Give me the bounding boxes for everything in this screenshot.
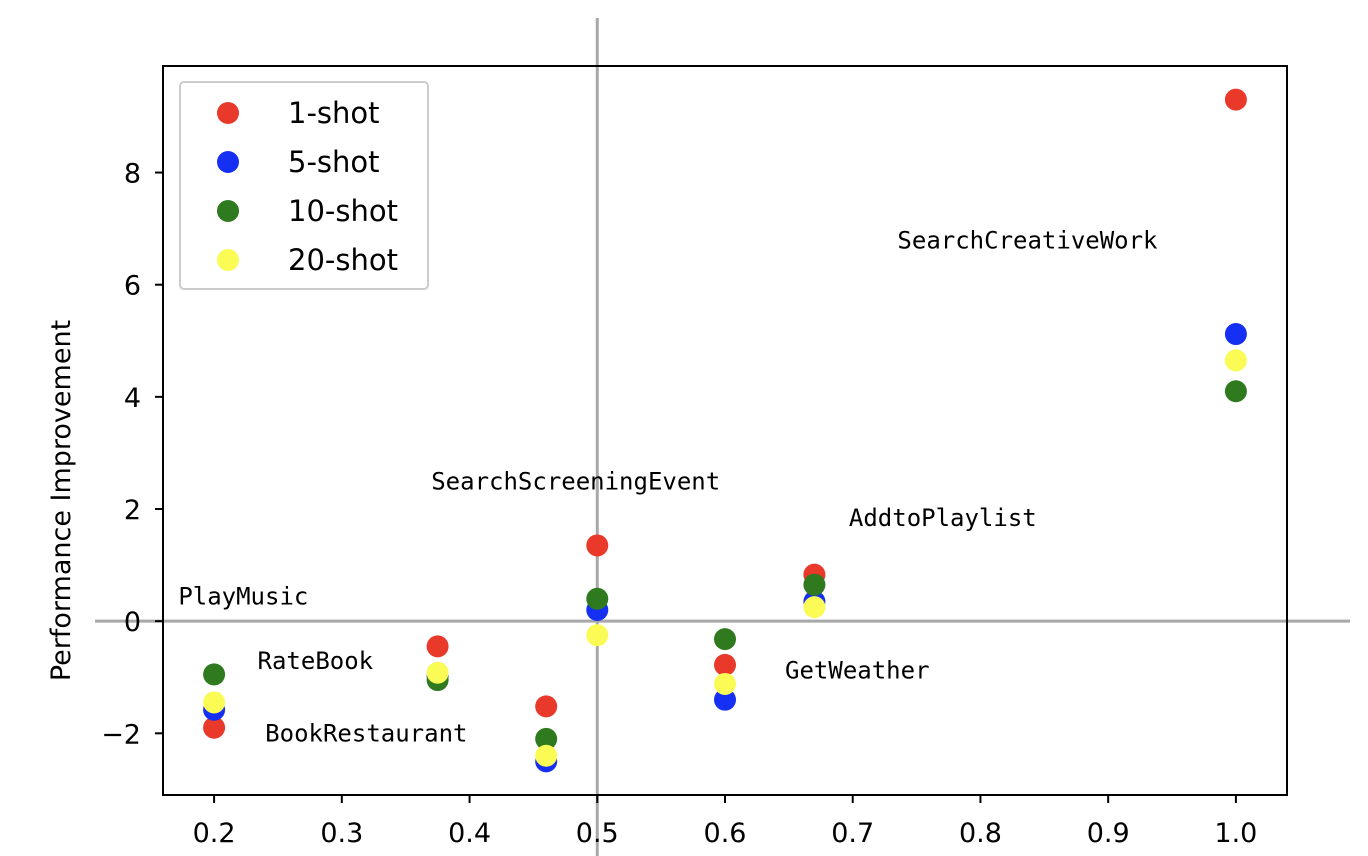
scatter-point xyxy=(803,596,826,619)
x-tick-label: 1.0 xyxy=(1214,818,1257,849)
scatter-point xyxy=(535,695,558,718)
x-tick-label: 0.2 xyxy=(193,818,236,849)
x-tick-label: 0.9 xyxy=(1087,818,1130,849)
point-annotation: BookRestaurant xyxy=(265,720,467,748)
scatter-point xyxy=(1224,88,1247,111)
scatter-point xyxy=(535,727,558,750)
x-tick-label: 0.4 xyxy=(448,818,491,849)
scatter-point xyxy=(714,688,736,711)
legend-marker xyxy=(217,249,239,271)
scatter-point xyxy=(714,653,736,676)
scatter-point xyxy=(714,628,736,651)
scatter-point xyxy=(1224,323,1247,346)
legend: 1-shot 5-shot 10-shot 20-shot xyxy=(179,81,429,290)
scatter-point xyxy=(535,744,558,767)
legend-marker xyxy=(217,200,239,222)
point-annotation: RateBook xyxy=(258,647,374,675)
scatter-point xyxy=(1224,349,1247,372)
y-tick-label: 2 xyxy=(124,495,141,526)
legend-marker xyxy=(217,102,239,124)
y-tick-label: 4 xyxy=(124,383,141,414)
y-tick-label: −2 xyxy=(101,719,141,750)
scatter-point xyxy=(1224,380,1247,403)
annotations: SearchCreativeWork SearchScreeningEvent Ad… xyxy=(178,226,1158,747)
x-tick-label: 0.7 xyxy=(831,818,874,849)
reference-lines xyxy=(95,18,1350,856)
scatter-point xyxy=(426,635,449,658)
legend-label: 20-shot xyxy=(288,243,398,277)
y-axis-label: Performance Improvement xyxy=(46,320,77,681)
x-tick-label: 0.6 xyxy=(704,818,747,849)
scatter-point xyxy=(203,663,226,686)
point-annotation: PlayMusic xyxy=(178,582,308,610)
scatter-point xyxy=(586,624,609,647)
x-tick-label: 0.8 xyxy=(959,818,1002,849)
legend-marker xyxy=(217,151,239,173)
point-annotation: SearchCreativeWork xyxy=(897,226,1158,254)
scatter-point xyxy=(203,716,226,739)
scatter-point xyxy=(586,587,609,610)
x-tick-label: 0.5 xyxy=(576,818,619,849)
scatter-point xyxy=(586,534,609,557)
data-points xyxy=(203,88,1247,773)
scatter-point xyxy=(803,573,826,596)
point-annotation: SearchScreeningEvent xyxy=(431,467,720,495)
point-annotation: GetWeather xyxy=(785,656,930,684)
legend-label: 1-shot xyxy=(288,96,380,130)
scatter-point xyxy=(714,672,736,695)
legend-label: 10-shot xyxy=(288,194,398,228)
y-tick-label: 6 xyxy=(124,271,141,302)
scatter-point xyxy=(426,661,449,684)
legend-label: 5-shot xyxy=(288,145,380,179)
y-tick-label: 0 xyxy=(124,607,141,638)
scatter-point xyxy=(203,691,226,714)
y-tick-label: 8 xyxy=(124,159,141,190)
legend-box xyxy=(179,81,429,290)
x-tick-label: 0.3 xyxy=(320,818,363,849)
axis-ticks: 0.2 0.3 0.4 0.5 0.6 0.7 0.8 0.9 1.0 −2 0 2 4 6 8 xyxy=(101,159,1257,849)
point-annotation: AddtoPlaylist xyxy=(849,504,1037,532)
